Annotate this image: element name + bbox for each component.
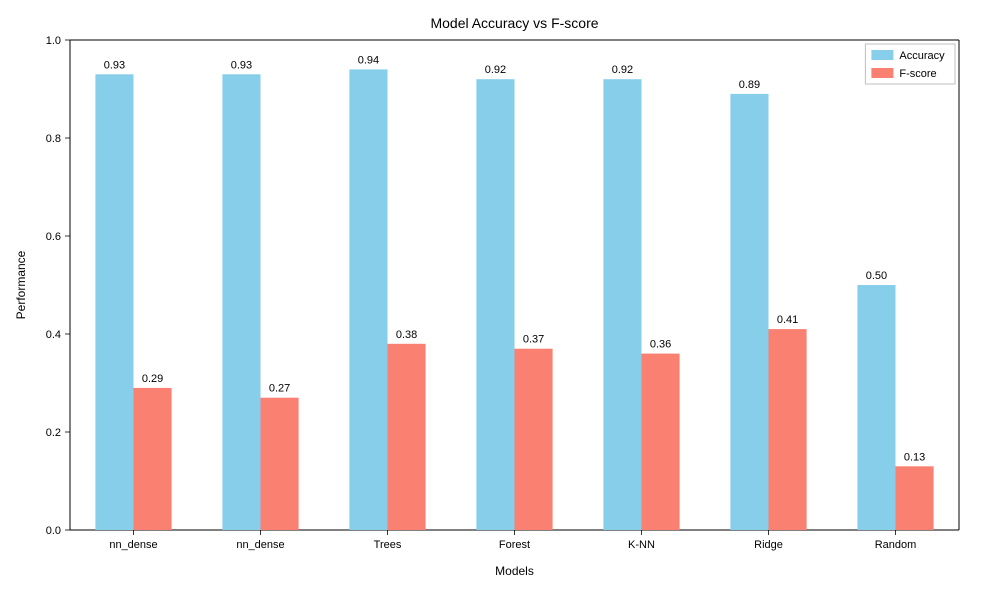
y-tick-label: 0.8 bbox=[46, 133, 61, 145]
bar bbox=[261, 398, 299, 530]
bar-value-label: 0.27 bbox=[269, 383, 290, 395]
bar bbox=[642, 354, 680, 530]
bar bbox=[730, 94, 768, 530]
y-axis-label: Performance bbox=[14, 250, 28, 319]
bar-value-label: 0.89 bbox=[739, 79, 760, 91]
bar-value-label: 0.29 bbox=[142, 373, 163, 385]
x-tick-label: Random bbox=[875, 539, 917, 551]
bar-chart: 0.0 0.2 0.4 0.6 0.8 1.0 0.93 0.93 0.94 0.92 0.92 0.… bbox=[0, 0, 989, 590]
bar-value-label: 0.36 bbox=[650, 339, 671, 351]
bar bbox=[603, 79, 641, 530]
x-tick-label: K-NN bbox=[628, 539, 655, 551]
bar-value-label: 0.93 bbox=[104, 59, 125, 71]
y-tick-label: 0.6 bbox=[46, 231, 61, 243]
bar-value-label: 0.38 bbox=[396, 329, 417, 341]
bar bbox=[896, 466, 934, 530]
bar-value-label: 0.94 bbox=[358, 54, 379, 66]
x-tick-label: nn_dense bbox=[109, 539, 157, 551]
bar-value-label: 0.50 bbox=[866, 270, 887, 282]
bar bbox=[515, 349, 553, 530]
legend-swatch bbox=[871, 50, 893, 60]
bar bbox=[769, 329, 807, 530]
legend-label: F-score bbox=[899, 68, 936, 80]
x-tick-label: Forest bbox=[499, 539, 530, 551]
bar bbox=[857, 285, 895, 530]
bar-value-label: 0.92 bbox=[485, 64, 506, 76]
y-tick-label: 0.0 bbox=[46, 525, 61, 537]
legend-label: Accuracy bbox=[899, 50, 945, 62]
bar bbox=[222, 74, 260, 530]
bar-value-label: 0.93 bbox=[231, 59, 252, 71]
bar-value-label: 0.41 bbox=[777, 314, 798, 326]
chart-container: 0.0 0.2 0.4 0.6 0.8 1.0 0.93 0.93 0.94 0.92 0.92 0.… bbox=[0, 0, 989, 590]
bar bbox=[349, 69, 387, 530]
chart-title: Model Accuracy vs F-score bbox=[430, 15, 598, 31]
bar bbox=[95, 74, 133, 530]
y-tick-label: 0.2 bbox=[46, 427, 61, 439]
bar bbox=[134, 388, 172, 530]
bar-value-label: 0.13 bbox=[904, 451, 925, 463]
bar-value-label: 0.92 bbox=[612, 64, 633, 76]
bar-value-label: 0.37 bbox=[523, 334, 544, 346]
bar bbox=[476, 79, 514, 530]
legend: Accuracy F-score bbox=[865, 44, 955, 84]
legend-swatch bbox=[871, 68, 893, 78]
x-tick-label: Trees bbox=[374, 539, 402, 551]
x-tick-label: Ridge bbox=[754, 539, 783, 551]
y-tick-label: 1.0 bbox=[46, 35, 61, 47]
x-tick-label: nn_dense bbox=[236, 539, 284, 551]
y-tick-label: 0.4 bbox=[46, 329, 61, 341]
x-axis-label: Models bbox=[495, 564, 534, 578]
bar bbox=[388, 344, 426, 530]
